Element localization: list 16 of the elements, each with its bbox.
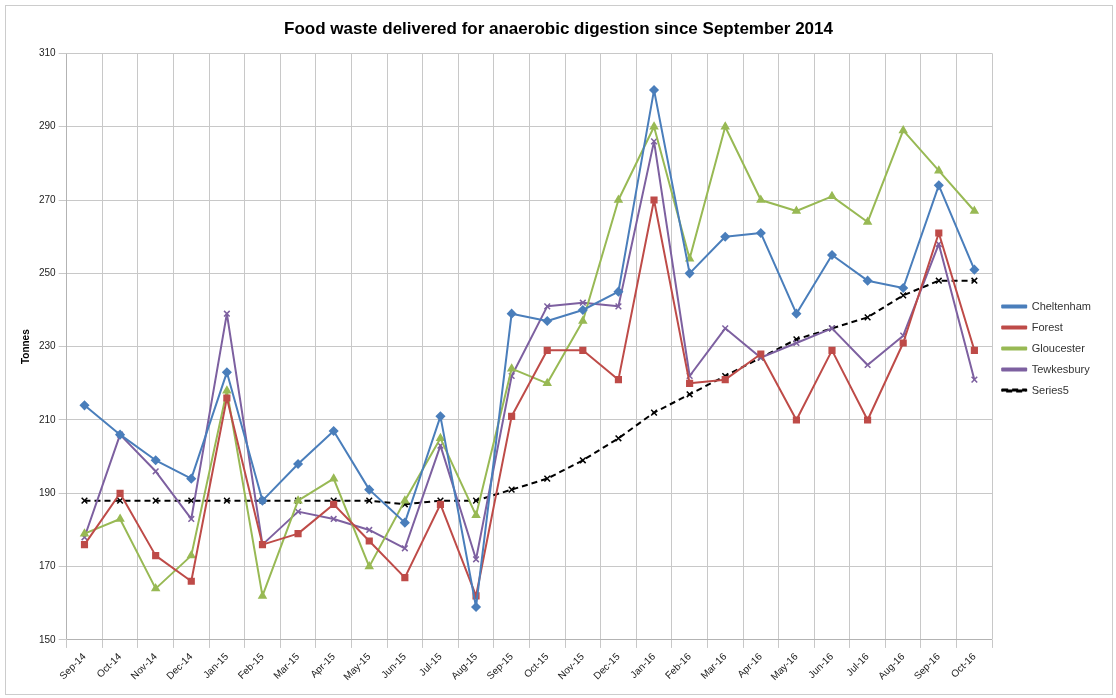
legend-label: Tewkesbury xyxy=(1031,362,1091,375)
y-tick-label: 170 xyxy=(39,560,57,572)
y-tick-label: 210 xyxy=(39,413,57,425)
legend-label: Forest xyxy=(1031,320,1063,333)
y-axis-title: Tonnes xyxy=(19,328,31,365)
y-tick-label: 230 xyxy=(39,340,57,352)
legend-label: Gloucester xyxy=(1031,341,1086,354)
y-tick-label: 270 xyxy=(39,193,57,205)
y-tick-label: 250 xyxy=(39,267,57,279)
y-tick-label: 150 xyxy=(39,633,57,645)
y-tick-label: 290 xyxy=(39,120,57,132)
legend-label: Series5 xyxy=(1031,383,1069,396)
chart-title: Food waste delivered for anaerobic digestion since September 2014 xyxy=(284,18,834,38)
legend-label: Cheltenham xyxy=(1031,299,1092,312)
y-tick-label: 190 xyxy=(39,487,57,499)
y-tick-label: 310 xyxy=(39,47,57,59)
